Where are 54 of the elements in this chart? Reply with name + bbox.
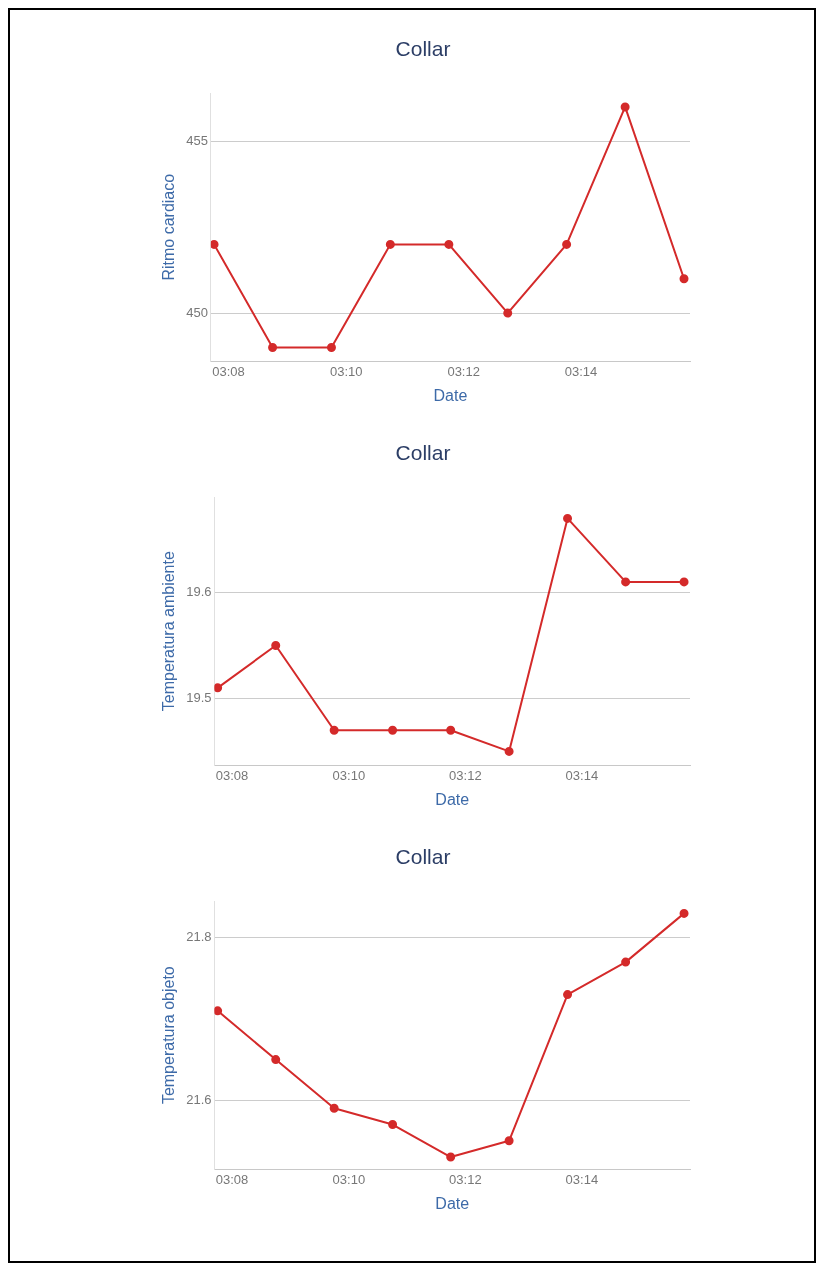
y-tick-label: 21.6 bbox=[186, 1091, 212, 1107]
x-tick-label: 03:08 bbox=[215, 1171, 249, 1187]
point bbox=[679, 577, 689, 587]
point bbox=[214, 1006, 223, 1016]
chart-title: Collar bbox=[395, 37, 451, 61]
x-tick-label: 03:12 bbox=[447, 363, 480, 379]
point bbox=[503, 308, 513, 318]
point bbox=[620, 102, 630, 112]
point bbox=[388, 725, 398, 735]
y-tick-label: 455 bbox=[186, 132, 208, 148]
point bbox=[679, 274, 689, 284]
point bbox=[210, 239, 219, 249]
point bbox=[679, 908, 689, 918]
x-axis-title: Date bbox=[435, 790, 470, 808]
point bbox=[621, 577, 631, 587]
point bbox=[271, 641, 281, 650]
point bbox=[214, 683, 223, 693]
point bbox=[271, 1055, 281, 1065]
x-tick-label: 03:14 bbox=[564, 363, 598, 379]
x-tick-label: 03:14 bbox=[565, 767, 599, 783]
point bbox=[326, 342, 336, 352]
y-tick-label: 450 bbox=[186, 304, 208, 320]
y-axis-title: Temperatura objeto bbox=[160, 966, 178, 1105]
point bbox=[562, 239, 572, 249]
point bbox=[621, 957, 631, 967]
chart-title: Collar bbox=[395, 441, 451, 465]
point bbox=[385, 239, 395, 249]
point bbox=[504, 746, 514, 756]
y-tick-label: 19.5 bbox=[186, 690, 212, 706]
point bbox=[388, 1120, 398, 1130]
x-tick-label: 03:08 bbox=[215, 767, 249, 783]
x-axis-title: Date bbox=[435, 1194, 470, 1212]
y-axis-title: Temperatura ambiente bbox=[160, 551, 178, 712]
point bbox=[504, 1136, 514, 1146]
point bbox=[329, 1103, 339, 1113]
x-tick-label: 03:10 bbox=[329, 363, 363, 379]
x-tick-label: 03:12 bbox=[449, 1171, 482, 1187]
x-tick-label: 03:12 bbox=[449, 767, 482, 783]
point bbox=[444, 239, 454, 249]
x-tick-label: 03:10 bbox=[332, 1171, 366, 1187]
y-tick-label: 21.8 bbox=[186, 929, 212, 945]
y-axis-title: Ritmo cardiaco bbox=[160, 173, 178, 281]
x-tick-label: 03:08 bbox=[212, 363, 245, 379]
point bbox=[268, 342, 278, 352]
x-axis-title: Date bbox=[433, 386, 468, 404]
point bbox=[563, 990, 573, 1000]
point bbox=[329, 725, 339, 735]
point bbox=[563, 513, 573, 523]
chart-title: Collar bbox=[395, 845, 451, 869]
x-tick-label: 03:14 bbox=[565, 1171, 599, 1187]
point bbox=[446, 1152, 456, 1162]
y-tick-label: 19.6 bbox=[186, 584, 212, 600]
point bbox=[446, 725, 456, 735]
x-tick-label: 03:10 bbox=[332, 767, 366, 783]
